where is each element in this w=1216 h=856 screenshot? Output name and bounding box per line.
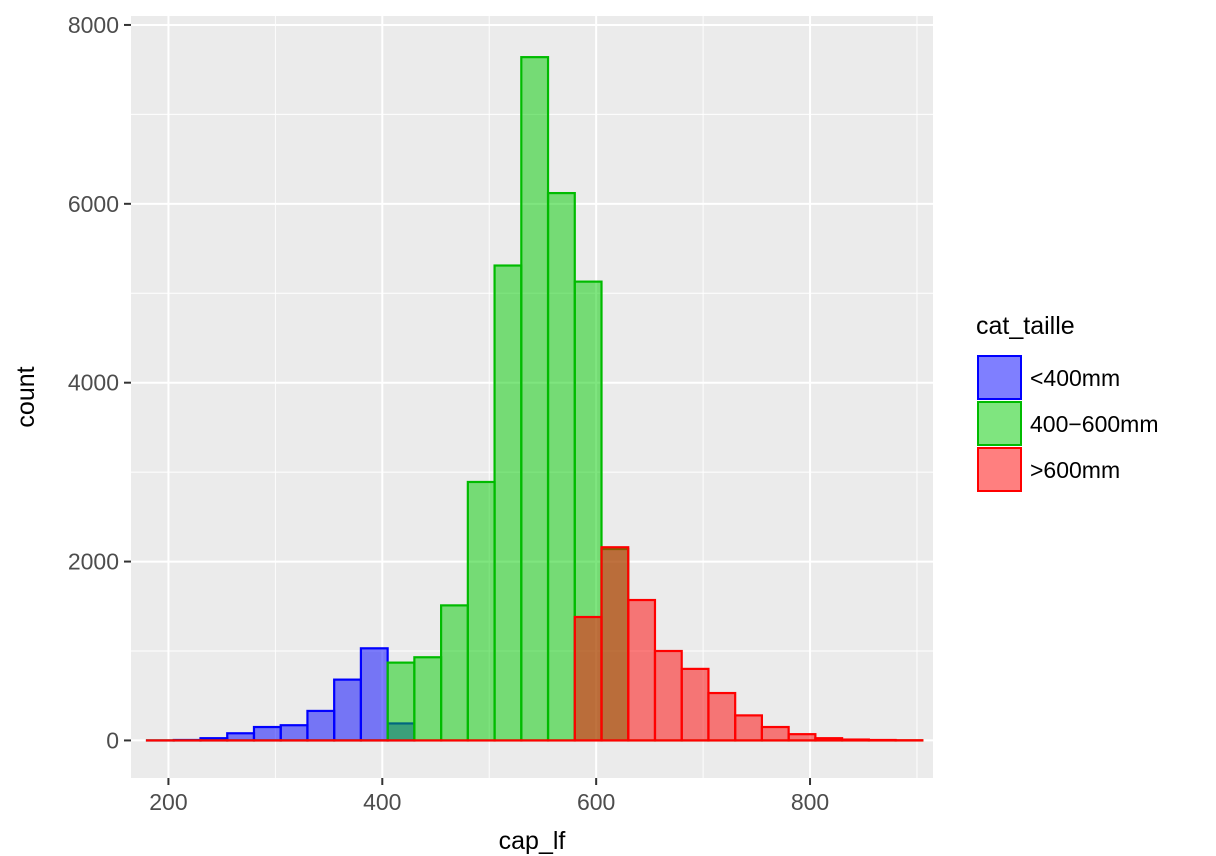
histogram-bar <box>413 656 443 742</box>
y-tick-label: 8000 <box>68 12 119 38</box>
x-tick-label: 600 <box>577 789 615 815</box>
histogram-bar <box>841 738 870 742</box>
y-axis-title: count <box>12 366 40 427</box>
histogram-bar <box>600 546 630 742</box>
legend-label-gt600: >600mm <box>1030 457 1120 483</box>
histogram-bar <box>734 714 764 742</box>
legend: cat_taille <400mm 400−600mm >600mm <box>976 312 1159 492</box>
histogram-bar <box>306 709 336 742</box>
histogram-bar <box>653 649 683 742</box>
legend-item: >600mm <box>977 447 1120 492</box>
histogram-bar <box>279 724 309 742</box>
y-tick-label: 4000 <box>68 370 119 396</box>
histogram-bar <box>386 661 416 742</box>
histogram-bar <box>627 598 657 742</box>
series-2 <box>145 546 924 742</box>
histogram-bar <box>814 737 844 742</box>
x-tick-label: 800 <box>791 789 829 815</box>
histogram-bars <box>145 56 924 742</box>
legend-item: <400mm <box>977 355 1120 400</box>
histogram-bar <box>573 615 603 742</box>
histogram-bar <box>680 667 710 742</box>
legend-label-lt400: <400mm <box>1030 365 1120 391</box>
y-tick-label: 0 <box>106 727 119 753</box>
histogram-bar <box>252 725 282 742</box>
histogram-bar <box>440 604 469 742</box>
histogram-bar <box>466 480 496 742</box>
y-tick-label: 6000 <box>68 191 119 217</box>
legend-swatch-lt400 <box>977 355 1022 400</box>
histogram-bar <box>493 264 523 742</box>
x-axis-title: cap_lf <box>499 827 566 855</box>
histogram-bar <box>359 647 389 742</box>
legend-item: 400−600mm <box>977 401 1159 446</box>
histogram-bar <box>333 678 363 742</box>
y-tick-label: 2000 <box>68 549 119 575</box>
legend-swatch-400-600 <box>977 401 1022 446</box>
histogram-bar <box>760 725 790 742</box>
x-tick-label: 400 <box>363 789 401 815</box>
histogram-bar <box>707 691 737 742</box>
legend-swatch-gt600 <box>977 447 1022 492</box>
histogram-bar <box>520 56 550 742</box>
histogram-bar <box>546 191 576 742</box>
x-tick-label: 200 <box>149 789 187 815</box>
histogram-bar <box>787 733 817 742</box>
legend-title: cat_taille <box>976 312 1075 340</box>
legend-label-400-600: 400−600mm <box>1030 411 1159 437</box>
